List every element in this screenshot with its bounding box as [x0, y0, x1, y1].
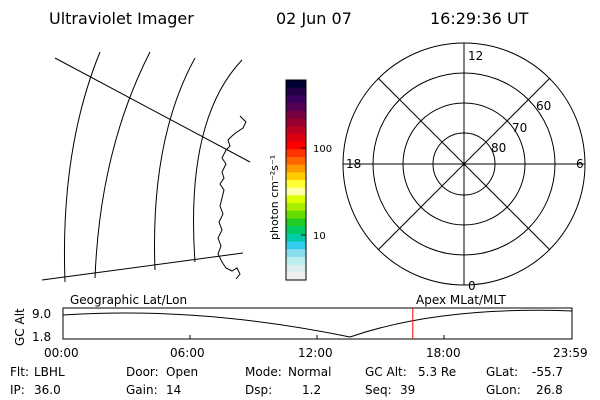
timeline-x-tick: 06:00 — [170, 346, 205, 360]
colorbar-cell — [286, 233, 306, 243]
mlt-label-18: 18 — [346, 157, 361, 171]
colorbar-cell — [286, 141, 306, 150]
colorbar-unit-label: photon cm⁻²s⁻¹ — [268, 155, 281, 240]
filter-label: Flt: — [10, 365, 29, 379]
gc-alt-value: 5.3 Re — [418, 365, 457, 379]
glat-label: GLat: — [486, 365, 519, 379]
colorbar-cell — [286, 218, 306, 227]
date-label: 02 Jun 07 — [276, 9, 352, 28]
colorbar-tick-label: 100 — [313, 144, 332, 155]
timeline-y-tick: 1.8 — [32, 330, 51, 344]
door-label: Door: — [126, 365, 159, 379]
mlt-label-12: 12 — [468, 49, 483, 63]
colorbar-cell — [286, 249, 306, 258]
colorbar-cell — [286, 195, 306, 204]
lat-label-60: 60 — [536, 99, 551, 113]
colorbar: 100 10 photon cm⁻²s⁻¹ — [268, 79, 332, 281]
dsp-value: 1.2 — [302, 383, 322, 397]
seq-value: 39 — [400, 383, 416, 397]
glon-value: 26.8 — [536, 383, 563, 397]
colorbar-cell — [286, 256, 306, 266]
colorbar-cell — [286, 180, 306, 189]
polar-meridian — [377, 77, 551, 251]
colorbar-cell — [286, 226, 306, 235]
polar-plot — [342, 42, 586, 286]
timeline-y-label: GC Alt — [13, 308, 27, 346]
mlt-label-6: 6 — [576, 157, 584, 171]
gain-label: Gain: — [126, 383, 158, 397]
colorbar-cell — [286, 210, 306, 220]
mlt-label-0: 0 — [468, 279, 476, 293]
colorbar-cell — [286, 241, 306, 250]
colorbar-cell — [286, 133, 306, 143]
filter-value: LBHL — [34, 365, 65, 379]
colorbar-cell — [286, 149, 306, 158]
colorbar-cell — [286, 172, 306, 181]
coastline — [217, 115, 247, 280]
colorbar-tick-label: 10 — [313, 231, 326, 242]
timeline-right-caption: Apex MLat/MLT — [416, 293, 506, 307]
colorbar-cell — [286, 95, 306, 104]
lat-label-70: 70 — [512, 121, 527, 135]
orbit-timeline: Geographic Lat/Lon Apex MLat/MLT GC Alt … — [13, 293, 573, 346]
gc-alt-label: GC Alt: — [365, 365, 407, 379]
colorbar-cell — [286, 80, 306, 89]
colorbar-cell — [286, 118, 306, 127]
gain-value: 14 — [166, 383, 182, 397]
map-grid-line — [154, 57, 196, 271]
colorbar-cell — [286, 187, 306, 196]
mode-label: Mode: — [245, 365, 282, 379]
geographic-map — [41, 51, 251, 283]
timeline-x-tick: 18:00 — [426, 346, 461, 360]
map-grid-line — [193, 59, 243, 263]
dsp-label: Dsp: — [245, 383, 273, 397]
timeline-x-tick: 12:00 — [298, 346, 333, 360]
colorbar-cell — [286, 164, 306, 173]
colorbar-cell — [286, 103, 306, 112]
colorbar-frame — [285, 79, 307, 281]
glat-value: -55.7 — [532, 365, 564, 379]
timeline-y-tick: 9.0 — [32, 307, 51, 321]
time-label: 16:29:36 UT — [430, 9, 529, 28]
map-grid-line — [63, 51, 101, 283]
timeline-x-tick: 00:00 — [44, 346, 79, 360]
colorbar-cell — [286, 126, 306, 135]
seq-label: Seq: — [365, 383, 392, 397]
colorbar-cell — [286, 203, 306, 212]
map-grid-line — [94, 51, 151, 279]
map-grid-line — [41, 252, 244, 281]
ip-value: 36.0 — [34, 383, 61, 397]
mode-value: Normal — [288, 365, 332, 379]
colorbar-cell — [286, 272, 306, 281]
map-grid-line — [54, 57, 251, 163]
colorbar-cell — [286, 264, 306, 273]
instrument-title: Ultraviolet Imager — [49, 9, 194, 28]
timeline-x-tick: 23:59 — [553, 346, 588, 360]
timeline-left-caption: Geographic Lat/Lon — [70, 293, 187, 307]
door-value: Open — [166, 365, 199, 379]
altitude-curve — [62, 309, 573, 338]
lat-label-80: 80 — [491, 141, 506, 155]
colorbar-cell — [286, 110, 306, 120]
colorbar-cell — [286, 87, 306, 96]
ip-label: IP: — [10, 383, 25, 397]
colorbar-cell — [286, 156, 306, 166]
glon-label: GLon: — [486, 383, 521, 397]
